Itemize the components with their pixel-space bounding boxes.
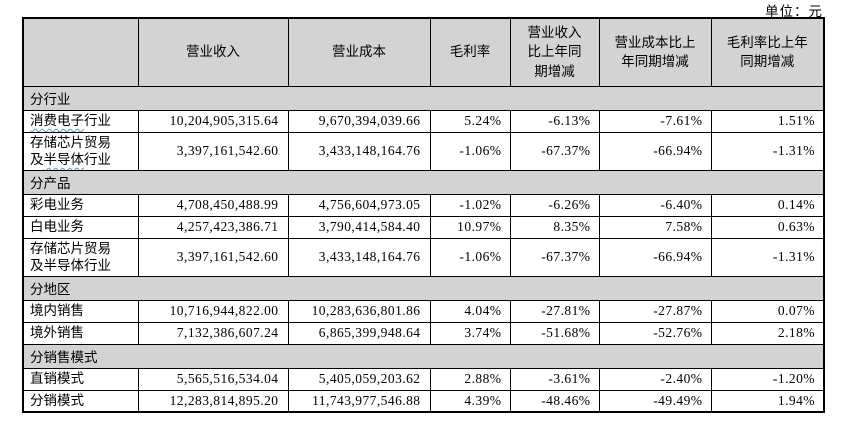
section-title: 分地区 [22, 275, 825, 301]
cost-cell: 3,433,148,164.76 [287, 237, 431, 277]
cost-yoy-cell: -66.94% [598, 237, 712, 277]
revenue-cell: 4,708,450,488.99 [137, 193, 289, 217]
row-label: 消费电子行业 [22, 109, 139, 133]
revenue-breakdown-table: 营业收入 营业成本 毛利率 营业收入比上年同期增减 营业成本比上年同期增减 毛利… [22, 17, 825, 414]
revenue-cell: 5,565,516,534.04 [137, 367, 289, 391]
table-row: 境外销售 7,132,386,607.24 6,865,399,948.64 3… [22, 321, 825, 345]
margin-yoy-cell: 0.07% [710, 299, 825, 323]
row-label: 境外销售 [22, 321, 139, 345]
row-label: 存储芯片贸易及半导体行业 [22, 237, 139, 277]
section-row-region: 分地区 [22, 275, 825, 301]
gross-margin-cell: 4.39% [429, 389, 511, 413]
cost-cell: 5,405,059,203.62 [287, 367, 431, 391]
section-title: 分行业 [22, 85, 825, 111]
revenue-yoy-cell: -51.68% [509, 321, 600, 345]
col-header-revenue-yoy: 营业收入比上年同期增减 [509, 17, 600, 87]
cost-yoy-cell: -52.76% [598, 321, 712, 345]
row-label: 白电业务 [22, 215, 139, 239]
table-row: 分销模式 12,283,814,895.20 11,743,977,546.88… [22, 389, 825, 413]
label-part: 行业 [84, 152, 111, 168]
revenue-yoy-cell: -27.81% [509, 299, 600, 323]
unit-label: 单位：元 [765, 4, 823, 19]
margin-yoy-cell: -1.31% [710, 237, 825, 277]
table-row: 存储芯片贸易及半导体行业 3,397,161,542.60 3,433,148,… [22, 131, 825, 171]
section-title: 分销售模式 [22, 343, 825, 369]
gross-margin-cell: -1.02% [429, 193, 511, 217]
margin-yoy-cell: 0.14% [710, 193, 825, 217]
cost-cell: 11,743,977,546.88 [287, 389, 431, 413]
gross-margin-cell: 2.88% [429, 367, 511, 391]
revenue-cell: 7,132,386,607.24 [137, 321, 289, 345]
revenue-cell: 4,257,423,386.71 [137, 215, 289, 239]
section-row-sales-model: 分销售模式 [22, 343, 825, 369]
table-row: 存储芯片贸易及半导体行业 3,397,161,542.60 3,433,148,… [22, 237, 825, 277]
cost-yoy-cell: -6.40% [598, 193, 712, 217]
col-header-blank [22, 17, 139, 87]
margin-yoy-cell: 1.51% [710, 109, 825, 133]
revenue-yoy-cell: -67.37% [509, 237, 600, 277]
margin-yoy-cell: 1.94% [710, 389, 825, 413]
revenue-yoy-cell: -6.26% [509, 193, 600, 217]
row-label: 彩电业务 [22, 193, 139, 217]
section-row-product: 分产品 [22, 169, 825, 195]
header-row: 营业收入 营业成本 毛利率 营业收入比上年同期增减 营业成本比上年同期增减 毛利… [22, 17, 825, 87]
revenue-yoy-cell: 8.35% [509, 215, 600, 239]
gross-margin-cell: 5.24% [429, 109, 511, 133]
cost-yoy-cell: -49.49% [598, 389, 712, 413]
row-label: 直销模式 [22, 367, 139, 391]
cost-cell: 6,865,399,948.64 [287, 321, 431, 345]
label-part-squiggle: 半导体 [43, 152, 85, 168]
col-header-revenue: 营业收入 [137, 17, 289, 87]
gross-margin-cell: 3.74% [429, 321, 511, 345]
revenue-yoy-cell: -67.37% [509, 131, 600, 171]
cost-yoy-cell: -27.87% [598, 299, 712, 323]
col-header-gross-margin: 毛利率 [429, 17, 511, 87]
gross-margin-cell: 10.97% [429, 215, 511, 239]
margin-yoy-cell: -1.31% [710, 131, 825, 171]
revenue-cell: 10,716,944,822.00 [137, 299, 289, 323]
cost-cell: 9,670,394,039.66 [287, 109, 431, 133]
cost-cell: 3,790,414,584.40 [287, 215, 431, 239]
col-header-cost: 营业成本 [287, 17, 431, 87]
table-row: 消费电子行业 10,204,905,315.64 9,670,394,039.6… [22, 109, 825, 133]
revenue-yoy-cell: -6.13% [509, 109, 600, 133]
cost-cell: 10,283,636,801.86 [287, 299, 431, 323]
gross-margin-cell: -1.06% [429, 237, 511, 277]
row-label: 境内销售 [22, 299, 139, 323]
cost-yoy-cell: -7.61% [598, 109, 712, 133]
cost-yoy-cell: -66.94% [598, 131, 712, 171]
table-row: 直销模式 5,565,516,534.04 5,405,059,203.62 2… [22, 367, 825, 391]
row-label: 存储芯片贸易及半导体行业 [22, 131, 139, 171]
margin-yoy-cell: -1.20% [710, 367, 825, 391]
margin-yoy-cell: 2.18% [710, 321, 825, 345]
label-part-squiggle: 消费电子 [30, 113, 84, 129]
revenue-cell: 3,397,161,542.60 [137, 131, 289, 171]
section-row-industry: 分行业 [22, 85, 825, 111]
revenue-yoy-cell: -48.46% [509, 389, 600, 413]
section-title: 分产品 [22, 169, 825, 195]
label-part: 存储芯片贸易及 [30, 134, 111, 168]
col-header-margin-yoy: 毛利率比上年同期增减 [710, 17, 825, 87]
table-row: 白电业务 4,257,423,386.71 3,790,414,584.40 1… [22, 215, 825, 239]
table-row: 彩电业务 4,708,450,488.99 4,756,604,973.05 -… [22, 193, 825, 217]
col-header-cost-yoy: 营业成本比上年同期增减 [598, 17, 712, 87]
gross-margin-cell: 4.04% [429, 299, 511, 323]
revenue-cell: 12,283,814,895.20 [137, 389, 289, 413]
cost-yoy-cell: -2.40% [598, 367, 712, 391]
margin-yoy-cell: 0.63% [710, 215, 825, 239]
cost-cell: 3,433,148,164.76 [287, 131, 431, 171]
gross-margin-cell: -1.06% [429, 131, 511, 171]
cost-cell: 4,756,604,973.05 [287, 193, 431, 217]
table-row: 境内销售 10,716,944,822.00 10,283,636,801.86… [22, 299, 825, 323]
revenue-yoy-cell: -3.61% [509, 367, 600, 391]
label-part: 行业 [84, 113, 111, 129]
cost-yoy-cell: 7.58% [598, 215, 712, 239]
revenue-cell: 10,204,905,315.64 [137, 109, 289, 133]
row-label: 分销模式 [22, 389, 139, 413]
revenue-cell: 3,397,161,542.60 [137, 237, 289, 277]
